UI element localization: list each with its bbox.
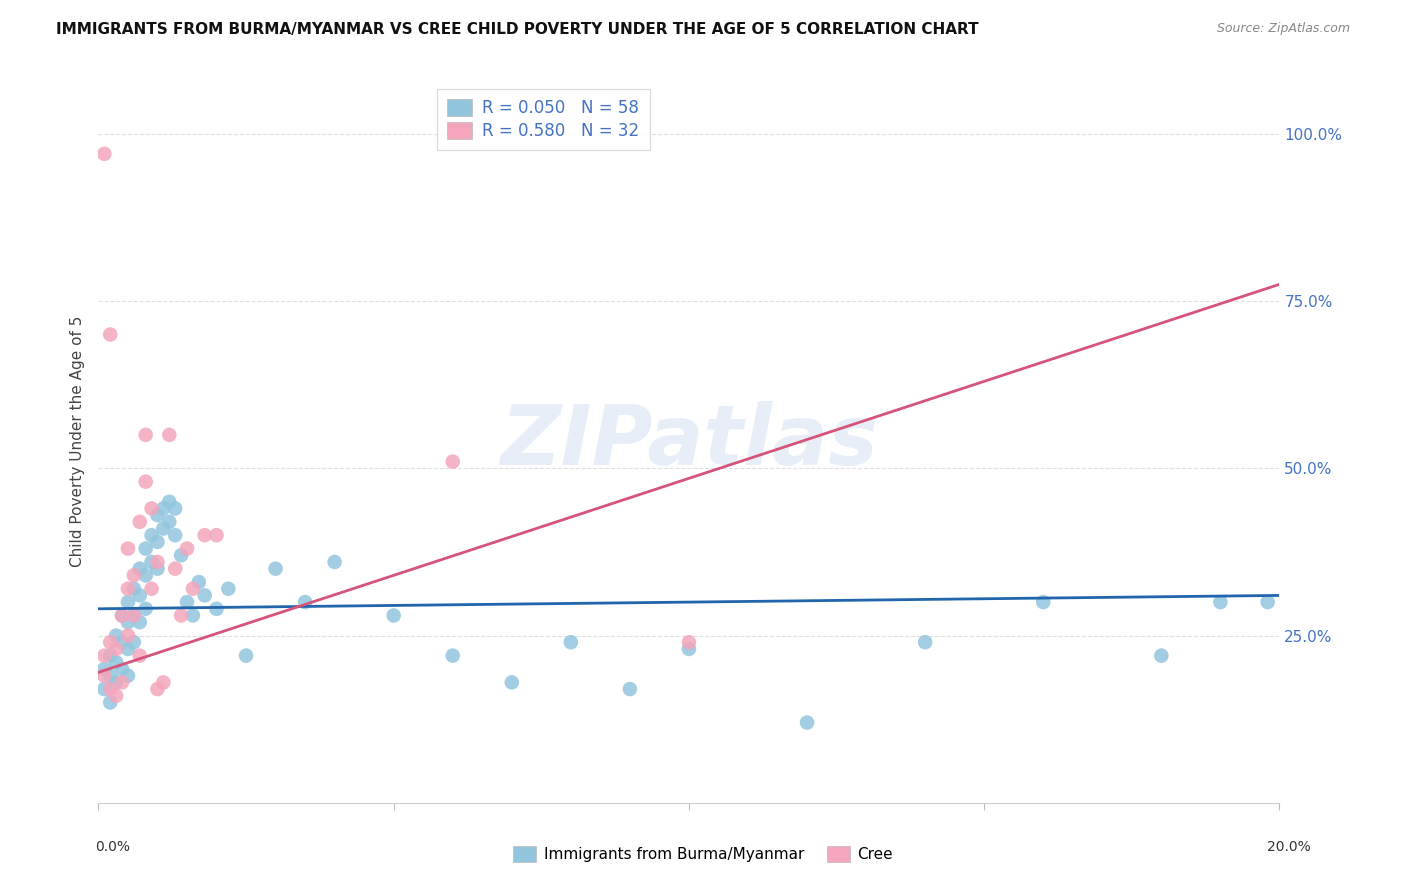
Point — [194, 589, 217, 603]
Point — [117, 582, 139, 596]
Text: 0.0%: 0.0% — [96, 840, 131, 855]
Point — [122, 568, 145, 582]
Point — [98, 696, 121, 710]
Point — [117, 595, 139, 609]
Point — [98, 648, 121, 663]
Point — [157, 494, 180, 508]
Point — [176, 541, 198, 556]
Point — [128, 515, 150, 529]
Point — [117, 642, 139, 657]
Point — [141, 582, 163, 596]
Point — [146, 555, 169, 569]
Point — [93, 147, 115, 161]
Point — [170, 548, 193, 563]
Point — [122, 608, 145, 623]
Point — [294, 595, 316, 609]
Point — [105, 655, 128, 669]
Point — [128, 589, 150, 603]
Point — [619, 681, 641, 696]
Point — [165, 528, 187, 542]
Point — [1257, 595, 1279, 609]
Point — [181, 608, 204, 623]
Point — [122, 608, 145, 623]
Point — [152, 501, 174, 516]
Point — [181, 582, 204, 596]
Text: ZIPatlas: ZIPatlas — [501, 401, 877, 482]
Point — [152, 521, 174, 535]
Point — [205, 528, 228, 542]
Point — [135, 427, 157, 442]
Legend: Immigrants from Burma/Myanmar, Cree: Immigrants from Burma/Myanmar, Cree — [508, 840, 898, 868]
Point — [187, 575, 209, 590]
Point — [98, 669, 121, 683]
Point — [914, 635, 936, 649]
Point — [105, 642, 128, 657]
Point — [157, 515, 180, 529]
Point — [117, 669, 139, 683]
Point — [117, 541, 139, 556]
Y-axis label: Child Poverty Under the Age of 5: Child Poverty Under the Age of 5 — [69, 316, 84, 567]
Point — [117, 615, 139, 630]
Point — [128, 615, 150, 630]
Point — [105, 689, 128, 703]
Point — [111, 635, 134, 649]
Point — [111, 675, 134, 690]
Point — [441, 648, 464, 663]
Point — [98, 681, 121, 696]
Point — [141, 528, 163, 542]
Point — [170, 608, 193, 623]
Point — [93, 669, 115, 683]
Legend: R = 0.050   N = 58, R = 0.580   N = 32: R = 0.050 N = 58, R = 0.580 N = 32 — [437, 88, 650, 150]
Point — [135, 568, 157, 582]
Point — [128, 648, 150, 663]
Text: Source: ZipAtlas.com: Source: ZipAtlas.com — [1216, 22, 1350, 36]
Point — [323, 555, 346, 569]
Text: 20.0%: 20.0% — [1267, 840, 1310, 855]
Point — [152, 675, 174, 690]
Point — [217, 582, 239, 596]
Point — [441, 455, 464, 469]
Point — [501, 675, 523, 690]
Point — [135, 475, 157, 489]
Point — [111, 608, 134, 623]
Point — [93, 681, 115, 696]
Point — [122, 635, 145, 649]
Point — [194, 528, 217, 542]
Point — [678, 642, 700, 657]
Point — [128, 562, 150, 576]
Point — [117, 628, 139, 642]
Point — [146, 508, 169, 523]
Point — [141, 501, 163, 516]
Point — [382, 608, 405, 623]
Point — [165, 501, 187, 516]
Point — [165, 562, 187, 576]
Point — [678, 635, 700, 649]
Point — [146, 534, 169, 549]
Point — [205, 602, 228, 616]
Point — [135, 602, 157, 616]
Point — [98, 635, 121, 649]
Point — [235, 648, 257, 663]
Point — [1032, 595, 1054, 609]
Point — [560, 635, 582, 649]
Point — [111, 608, 134, 623]
Point — [111, 662, 134, 676]
Text: IMMIGRANTS FROM BURMA/MYANMAR VS CREE CHILD POVERTY UNDER THE AGE OF 5 CORRELATI: IMMIGRANTS FROM BURMA/MYANMAR VS CREE CH… — [56, 22, 979, 37]
Point — [105, 675, 128, 690]
Point — [141, 555, 163, 569]
Point — [1209, 595, 1232, 609]
Point — [93, 648, 115, 663]
Point — [157, 427, 180, 442]
Point — [135, 541, 157, 556]
Point — [264, 562, 287, 576]
Point — [146, 681, 169, 696]
Point — [146, 562, 169, 576]
Point — [176, 595, 198, 609]
Point — [796, 715, 818, 730]
Point — [98, 327, 121, 342]
Point — [1150, 648, 1173, 663]
Point — [122, 582, 145, 596]
Point — [105, 628, 128, 642]
Point — [93, 662, 115, 676]
